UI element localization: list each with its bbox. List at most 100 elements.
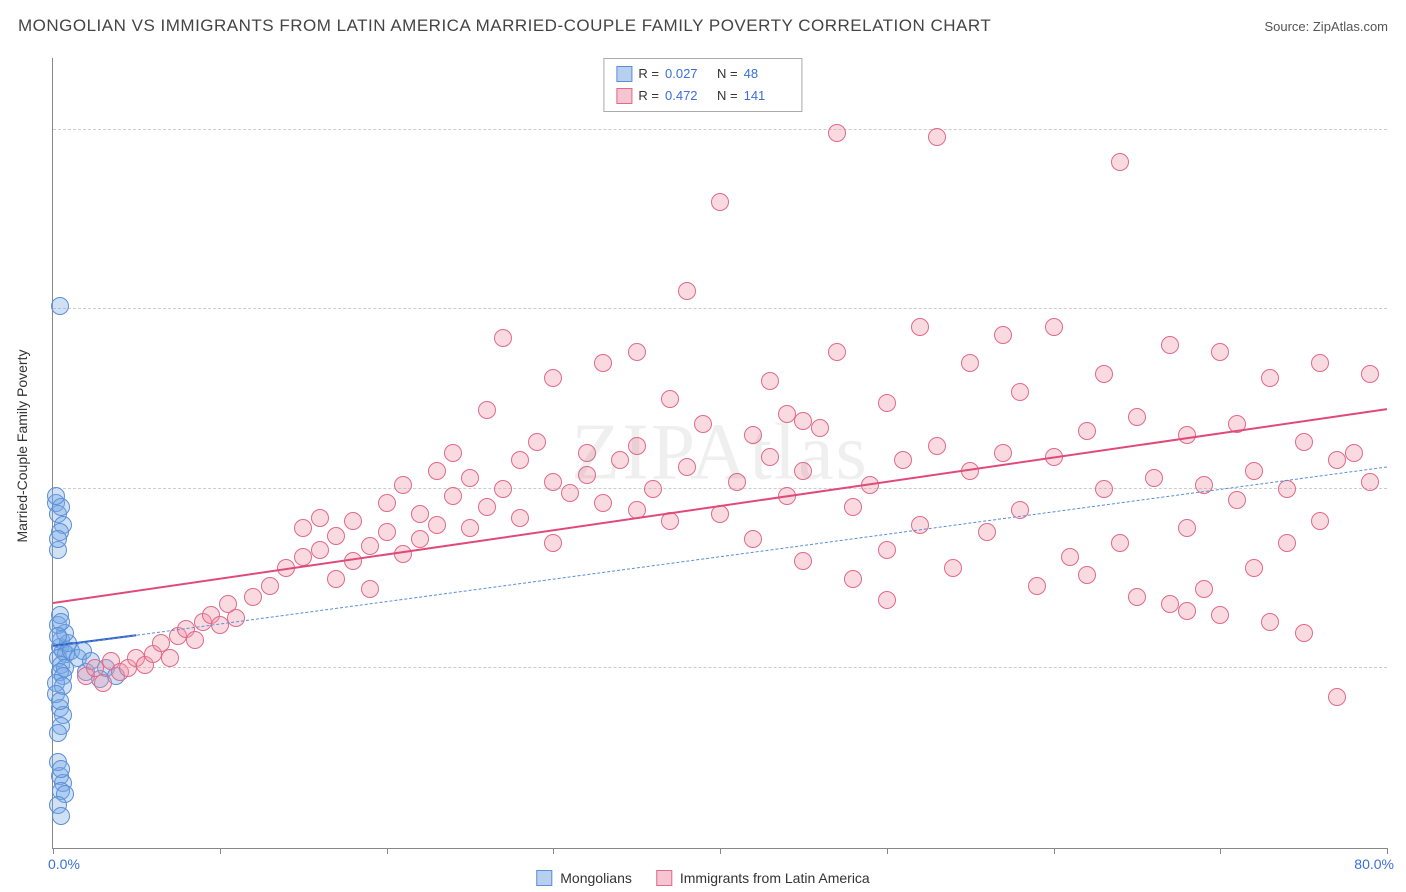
scatter-point [1295, 624, 1313, 642]
x-tick [387, 848, 388, 854]
legend-row: R = 0.027 N = 48 [616, 63, 789, 85]
scatter-point [1078, 422, 1096, 440]
scatter-point [244, 588, 262, 606]
scatter-point [761, 372, 779, 390]
scatter-point [461, 469, 479, 487]
scatter-point [661, 390, 679, 408]
scatter-point [1111, 153, 1129, 171]
chart-source: Source: ZipAtlas.com [1264, 19, 1388, 34]
scatter-point [561, 484, 579, 502]
scatter-point [478, 401, 496, 419]
legend-swatch [616, 66, 632, 82]
scatter-point [52, 807, 70, 825]
legend-swatch [536, 870, 552, 886]
scatter-point [528, 433, 546, 451]
x-tick [1387, 848, 1388, 854]
scatter-point [361, 580, 379, 598]
scatter-point [378, 523, 396, 541]
scatter-point [1211, 606, 1229, 624]
y-tick-label: 20.0% [1395, 106, 1406, 122]
scatter-point [1245, 559, 1263, 577]
scatter-point [1211, 343, 1229, 361]
chart-header: MONGOLIAN VS IMMIGRANTS FROM LATIN AMERI… [18, 16, 1388, 36]
scatter-point [878, 591, 896, 609]
n-value: 48 [744, 63, 790, 85]
scatter-point [994, 326, 1012, 344]
scatter-point [578, 466, 596, 484]
scatter-point [311, 541, 329, 559]
grid-line [53, 667, 1387, 668]
scatter-point [944, 559, 962, 577]
scatter-point [678, 458, 696, 476]
scatter-point [594, 494, 612, 512]
scatter-point [811, 419, 829, 437]
scatter-point [878, 541, 896, 559]
scatter-point [978, 523, 996, 541]
scatter-point [794, 462, 812, 480]
scatter-point [311, 509, 329, 527]
r-label: R = [638, 63, 659, 85]
scatter-point [594, 354, 612, 372]
scatter-point [478, 498, 496, 516]
series-legend: Mongolians Immigrants from Latin America [536, 870, 869, 886]
scatter-point [344, 512, 362, 530]
scatter-point [544, 369, 562, 387]
y-tick-label: 15.0% [1395, 285, 1406, 301]
scatter-point [678, 282, 696, 300]
scatter-point [728, 473, 746, 491]
scatter-point [1011, 383, 1029, 401]
legend-label: Mongolians [560, 870, 632, 886]
scatter-point [361, 537, 379, 555]
scatter-point [1345, 444, 1363, 462]
scatter-point [394, 476, 412, 494]
scatter-point [994, 444, 1012, 462]
scatter-point [1328, 451, 1346, 469]
x-tick [1220, 848, 1221, 854]
scatter-point [444, 444, 462, 462]
scatter-point [1178, 602, 1196, 620]
scatter-point [894, 451, 912, 469]
x-tick [720, 848, 721, 854]
scatter-point [911, 318, 929, 336]
scatter-point [794, 412, 812, 430]
scatter-point [778, 405, 796, 423]
scatter-point [511, 451, 529, 469]
scatter-point [761, 448, 779, 466]
scatter-point [1178, 426, 1196, 444]
scatter-point [878, 394, 896, 412]
scatter-point [1161, 595, 1179, 613]
scatter-point [428, 462, 446, 480]
scatter-point [744, 426, 762, 444]
scatter-point [411, 530, 429, 548]
legend-item: Immigrants from Latin America [656, 870, 870, 886]
scatter-point [1111, 534, 1129, 552]
r-value: 0.027 [665, 63, 711, 85]
x-tick [53, 848, 54, 854]
scatter-point [47, 487, 65, 505]
scatter-point [544, 534, 562, 552]
scatter-point [628, 343, 646, 361]
scatter-point [378, 494, 396, 512]
scatter-point [428, 516, 446, 534]
legend-swatch [616, 88, 632, 104]
scatter-point [928, 437, 946, 455]
y-tick-label: 10.0% [1395, 465, 1406, 481]
scatter-point [694, 415, 712, 433]
scatter-point [744, 530, 762, 548]
scatter-point [1261, 613, 1279, 631]
scatter-point [51, 692, 69, 710]
scatter-point [1245, 462, 1263, 480]
legend-row: R =0.472N =141 [616, 85, 789, 107]
n-label: N = [717, 63, 738, 85]
scatter-point [828, 343, 846, 361]
scatter-point [327, 570, 345, 588]
scatter-point [544, 473, 562, 491]
scatter-point [1128, 588, 1146, 606]
scatter-point [1278, 480, 1296, 498]
trend-line [53, 408, 1387, 604]
scatter-point [1045, 318, 1063, 336]
scatter-point [1161, 336, 1179, 354]
x-tick [887, 848, 888, 854]
scatter-point [411, 505, 429, 523]
x-max-label: 80.0% [1354, 856, 1394, 872]
